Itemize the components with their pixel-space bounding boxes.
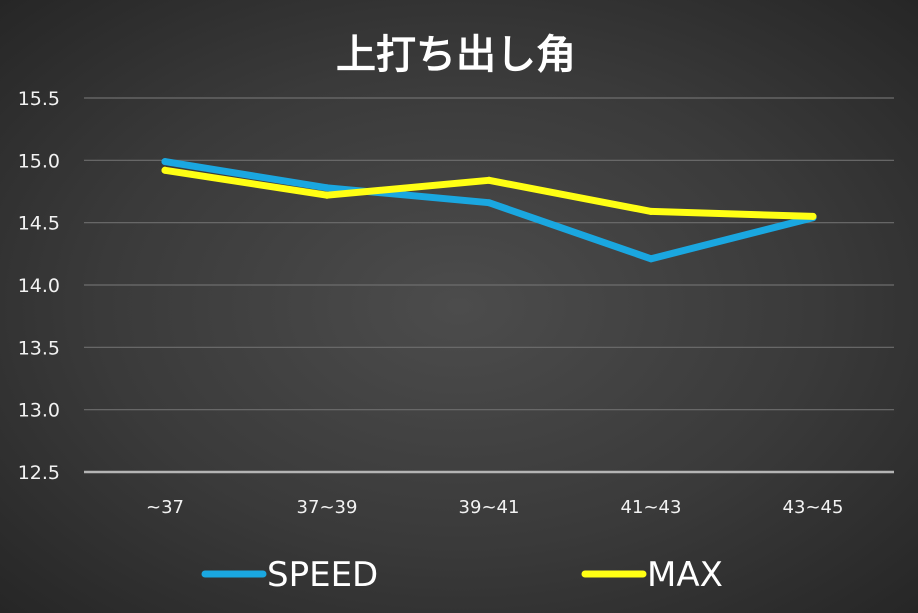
data-point-max bbox=[323, 191, 331, 199]
gridlines bbox=[84, 97, 894, 474]
x-tick-label: 43~45 bbox=[783, 497, 844, 518]
data-point-max bbox=[809, 212, 817, 220]
data-point-speed bbox=[647, 255, 655, 263]
x-tick-label: 41~43 bbox=[621, 497, 682, 518]
legend-label-max: MAX bbox=[647, 555, 723, 595]
legend: SPEED MAX bbox=[201, 555, 723, 595]
data-point-speed bbox=[485, 199, 493, 207]
y-tick-label: 12.5 bbox=[18, 462, 60, 484]
chart-title: 上打ち出し角 bbox=[336, 32, 576, 78]
series-lines bbox=[161, 158, 817, 263]
data-point-max bbox=[647, 207, 655, 215]
y-tick-label: 15.0 bbox=[18, 150, 60, 172]
data-point-max bbox=[485, 176, 493, 184]
y-tick-label: 14.0 bbox=[18, 275, 60, 297]
data-point-max bbox=[161, 166, 169, 174]
x-axis-ticks: ~37 37~39 39~41 41~43 43~45 bbox=[146, 497, 843, 518]
y-tick-label: 15.5 bbox=[18, 88, 60, 110]
x-tick-label: 37~39 bbox=[297, 497, 358, 518]
y-tick-label: 13.0 bbox=[18, 400, 60, 422]
y-tick-label: 13.5 bbox=[18, 337, 60, 359]
y-axis-ticks: 12.5 13.0 13.5 14.0 14.5 15.0 15.5 bbox=[18, 88, 60, 484]
y-tick-label: 14.5 bbox=[18, 213, 60, 235]
data-point-speed bbox=[323, 184, 331, 192]
x-tick-label: 39~41 bbox=[459, 497, 520, 518]
x-tick-label: ~37 bbox=[146, 497, 184, 518]
legend-label-speed: SPEED bbox=[267, 555, 378, 595]
data-point-speed bbox=[161, 158, 169, 166]
